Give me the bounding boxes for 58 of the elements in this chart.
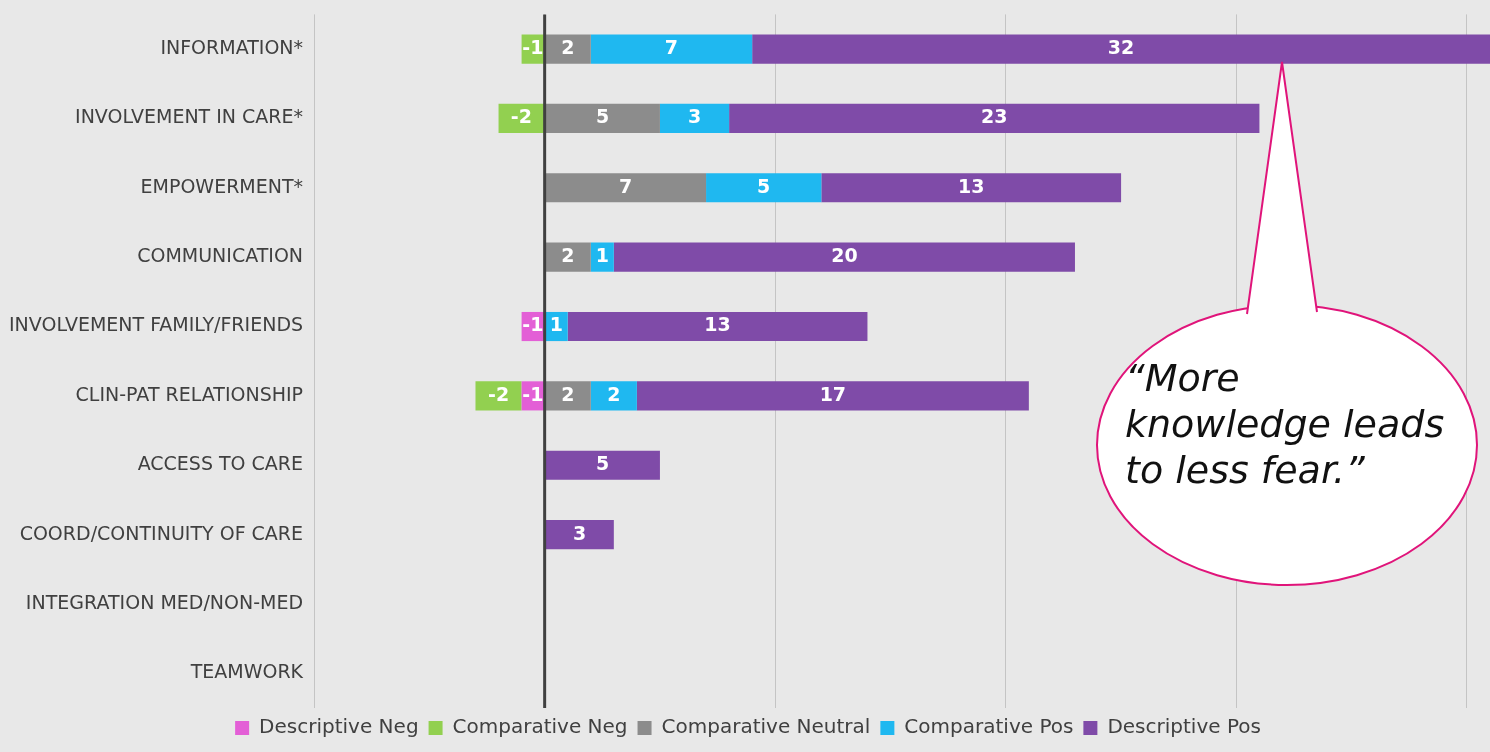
data-label: 3 <box>572 521 587 544</box>
data-label: -1 <box>522 36 544 59</box>
legend-label: Comparative Neutral <box>661 714 871 739</box>
bar <box>636 381 1029 411</box>
data-label: 20 <box>831 244 858 267</box>
bar <box>706 173 822 203</box>
data-label: 13 <box>704 313 731 336</box>
bar <box>545 242 591 272</box>
legend-label: Comparative Neg <box>452 714 628 739</box>
bar <box>545 450 660 480</box>
data-label: 5 <box>757 174 771 197</box>
data-label: 7 <box>664 36 679 59</box>
data-label: 13 <box>957 174 985 197</box>
data-label: -2 <box>487 382 510 405</box>
y-tick-label: COMMUNICATION <box>137 244 304 267</box>
data-label: -2 <box>510 105 532 128</box>
y-tick-label: COORD/CONTINUITY OF CARE <box>19 521 304 544</box>
annotation: “More knowledge leads to less fear.” <box>1125 355 1446 493</box>
bar <box>545 173 707 203</box>
data-label: -1 <box>522 382 544 405</box>
data-label: 32 <box>1107 36 1135 59</box>
bar <box>545 381 591 411</box>
bar <box>590 34 753 64</box>
data-label: 1 <box>549 313 564 336</box>
bar <box>729 103 1260 134</box>
bar <box>752 34 1490 64</box>
legend-label: Descriptive Pos <box>1107 714 1261 739</box>
data-label: 7 <box>618 174 633 197</box>
legend-label: Descriptive Neg <box>259 714 419 739</box>
bar <box>590 381 637 411</box>
data-label: 5 <box>595 452 610 475</box>
data-label: 3 <box>687 105 702 128</box>
y-tick-label: TEAMWORK <box>189 660 304 683</box>
data-label: -1 <box>522 313 544 336</box>
bar <box>821 173 1122 203</box>
data-label: 5 <box>595 105 610 128</box>
bar <box>545 103 660 134</box>
bar <box>545 34 591 64</box>
data-label: 2 <box>561 244 575 267</box>
data-label: 1 <box>595 244 609 267</box>
bar <box>659 103 730 134</box>
data-label: 2 <box>607 382 621 405</box>
bar <box>475 381 522 411</box>
bar <box>567 311 868 342</box>
y-tick-label: ACCESS TO CARE <box>137 452 304 475</box>
bar <box>545 520 614 550</box>
y-tick-label: INFORMATION* <box>160 36 304 59</box>
y-tick-label: EMPOWERMENT* <box>140 174 304 197</box>
legend-label: Comparative Pos <box>904 714 1074 739</box>
data-label: 17 <box>819 382 847 405</box>
y-tick-label: CLIN-PAT RELATIONSHIP <box>75 382 304 405</box>
data-label: 2 <box>561 36 575 59</box>
data-label: 2 <box>561 382 575 405</box>
y-tick-label: INVOLVEMENT IN CARE* <box>75 105 304 128</box>
bar <box>613 242 1075 272</box>
y-tick-label: INTEGRATION MED/NON-MED <box>25 590 304 613</box>
data-label: 23 <box>981 105 1008 128</box>
y-tick-label: INVOLVEMENT FAMILY/FRIENDS <box>8 313 304 336</box>
